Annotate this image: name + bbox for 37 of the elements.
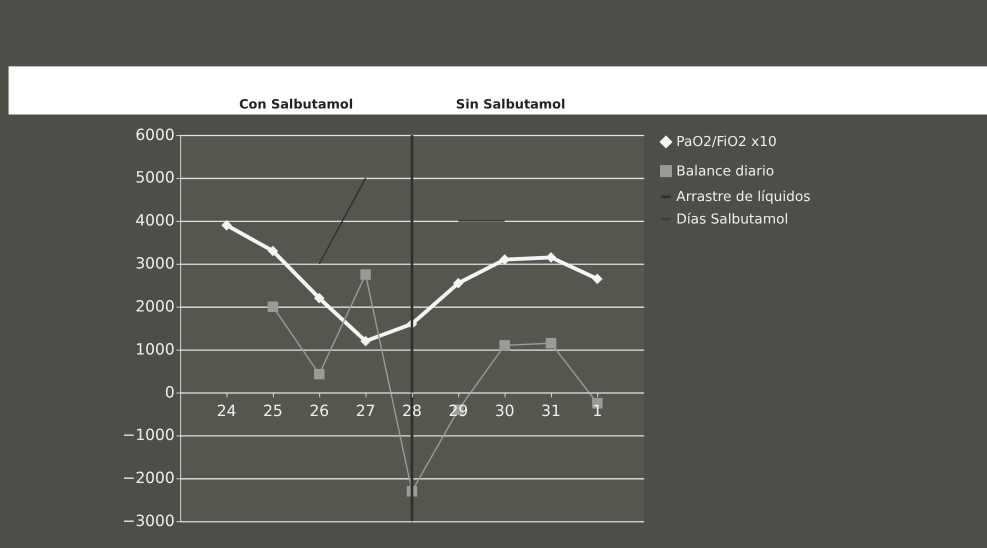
text: Sin Salbutamol — [456, 97, 566, 112]
y-tick-label: 6000 — [135, 126, 175, 144]
y-tick-label: −1000 — [122, 426, 175, 444]
point — [499, 340, 510, 351]
point — [314, 292, 325, 304]
point — [314, 368, 325, 380]
point — [268, 301, 278, 312]
x-tick-label: 31 — [541, 402, 561, 420]
x-tick-label: 30 — [494, 402, 514, 420]
point — [546, 252, 556, 263]
x-tick-label: 25 — [263, 402, 283, 420]
y-tick-label: 4000 — [135, 212, 175, 230]
point — [268, 246, 278, 256]
legend-label: Balance diario — [676, 163, 774, 180]
point — [499, 254, 510, 265]
x-tick-label: 26 — [309, 402, 330, 420]
y-tick-label: 1000 — [135, 340, 175, 358]
point — [360, 269, 371, 280]
x-tick-label: 27 — [356, 402, 376, 420]
y-tick-label: 5000 — [135, 168, 175, 187]
point — [360, 336, 371, 346]
x-tick-label: 28 — [402, 402, 422, 420]
point — [546, 338, 556, 348]
x-tick-label: 1 — [592, 402, 602, 420]
point — [453, 278, 464, 288]
point — [592, 274, 603, 284]
y-tick-label: 2000 — [135, 297, 175, 316]
y-tick-label: −3000 — [122, 512, 175, 530]
y-tick-label: −2000 — [122, 469, 175, 488]
point — [221, 220, 232, 230]
x-tick-label: 24 — [216, 402, 236, 420]
text: Con Salbutamol — [239, 97, 354, 112]
legend-label: Arrastre de líquidos — [676, 189, 810, 206]
y-tick-label: 3000 — [135, 254, 175, 273]
y-tick-label: 0 — [164, 383, 175, 402]
legend-label: Días Salbutamol — [676, 211, 788, 228]
legend-label: PaO2/FiO2 x10 — [676, 134, 777, 150]
